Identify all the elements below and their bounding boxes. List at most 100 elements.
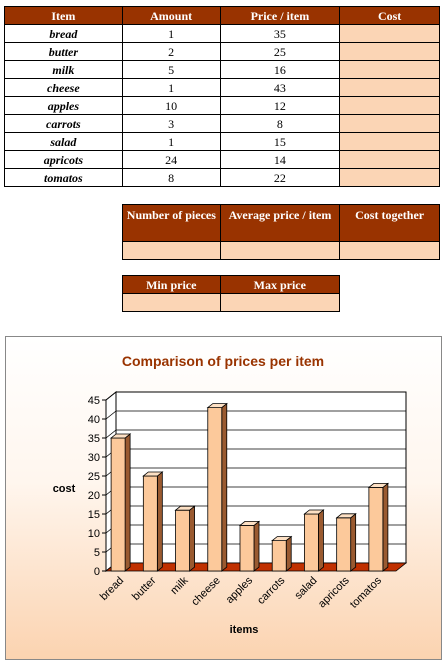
x-axis-title: items [230, 624, 259, 636]
bar-side-apples [253, 520, 260, 572]
price-cell[interactable]: 14 [219, 150, 341, 169]
price-table: Item Amount Price / item Cost bread 1 35 bu… [4, 6, 440, 187]
item-cell: bread [4, 24, 123, 43]
bar-side-butter [156, 471, 163, 572]
minmax-header: Min price Max price [122, 275, 341, 294]
amount-cell[interactable]: 2 [121, 42, 221, 61]
bar-carrots [271, 540, 287, 572]
cost-cell[interactable] [339, 132, 440, 151]
x-tick-label: butter [130, 574, 159, 603]
price-cell[interactable]: 15 [219, 132, 341, 151]
y-tick-label: 20 [88, 490, 100, 502]
bar-cheese [207, 407, 223, 572]
x-tick-label: milk [168, 574, 191, 597]
cost-cell[interactable] [339, 42, 440, 61]
cost-cell[interactable] [339, 114, 440, 133]
item-cell: apples [4, 96, 123, 115]
cost-cell[interactable] [339, 78, 440, 97]
bar-top-apples [238, 520, 261, 526]
price-cell[interactable]: 8 [219, 114, 341, 133]
price-cell[interactable]: 43 [219, 78, 341, 97]
amount-cell[interactable]: 1 [121, 132, 221, 151]
amount-cell[interactable]: 5 [121, 60, 221, 79]
x-tick-label: salad [292, 575, 319, 602]
y-tick-label: 40 [88, 414, 100, 426]
header-amount: Amount [121, 6, 221, 25]
bar-side-carrots [285, 535, 292, 572]
x-tick-label: carrots [255, 574, 288, 607]
item-cell: cheese [4, 78, 123, 97]
price-cell[interactable]: 16 [219, 60, 341, 79]
item-cell: milk [4, 60, 123, 79]
amount-cell[interactable]: 10 [121, 96, 221, 115]
item-cell: butter [4, 42, 123, 61]
table-row: apples 10 12 [4, 96, 440, 115]
bar-top-tomatos [367, 482, 390, 488]
y-tick-label: 25 [88, 471, 100, 483]
bar-top-apricots [335, 513, 357, 519]
cost-together-cell[interactable] [339, 241, 440, 260]
bar-apricots [336, 517, 352, 572]
cost-cell[interactable] [339, 96, 440, 115]
bar-tomatos [368, 486, 384, 572]
item-cell: carrots [4, 114, 123, 133]
max-price-cell[interactable] [219, 293, 341, 312]
bar-salad [304, 513, 319, 572]
cost-cell[interactable] [339, 60, 440, 79]
bar-top-bread [109, 433, 132, 439]
cost-cell[interactable] [339, 150, 440, 169]
summary-values-row [122, 241, 440, 260]
header-cost: Cost [339, 6, 440, 25]
bar-side-cheese [221, 402, 228, 572]
x-tick-label: apples [224, 574, 256, 606]
average-price-cell[interactable] [219, 241, 341, 260]
y-tick-label: 35 [88, 433, 100, 445]
price-cell[interactable]: 12 [219, 96, 341, 115]
bar-side-apricots [350, 512, 357, 572]
x-tick-label: cheese [189, 575, 223, 609]
summary-table: Number of pieces Average price / item Co… [122, 204, 440, 260]
item-cell: salad [4, 132, 123, 151]
amount-cell[interactable]: 24 [121, 150, 221, 169]
price-table-header: Item Amount Price / item Cost [4, 6, 440, 25]
price-cell[interactable]: 25 [219, 42, 341, 61]
y-tick-label: 45 [88, 395, 100, 407]
table-row: butter 2 25 [4, 42, 440, 61]
header-average-price: Average price / item [219, 204, 341, 242]
amount-cell[interactable]: 8 [121, 168, 221, 187]
table-row: tomatos 8 22 [4, 168, 440, 187]
y-tick-label: 0 [94, 566, 100, 578]
gridline [105, 391, 117, 401]
price-cell[interactable]: 35 [219, 24, 341, 43]
item-cell: tomatos [4, 168, 123, 187]
minmax-table: Min price Max price [122, 275, 341, 312]
table-row: carrots 3 8 [4, 114, 440, 133]
gridline [105, 429, 117, 439]
y-tick-label: 5 [94, 547, 100, 559]
bar-top-cheese [206, 403, 228, 408]
bar-side-tomatos [382, 482, 389, 572]
y-axis-title: cost [53, 483, 76, 495]
bar-apples [239, 524, 255, 572]
item-cell: apricots [4, 150, 123, 169]
min-price-cell[interactable] [122, 293, 221, 312]
y-tick-label: 15 [88, 509, 100, 521]
chart-svg: Comparison of prices per item 0 5 10 15 20 25 3… [53, 353, 408, 636]
x-tick-label: tomatos [348, 574, 385, 611]
table-row: salad 1 15 [4, 132, 440, 151]
amount-cell[interactable]: 1 [121, 24, 221, 43]
bar-top-milk [174, 505, 196, 511]
bar-milk [175, 509, 190, 572]
header-min-price: Min price [122, 275, 221, 294]
price-chart[interactable]: Comparison of prices per item 0 5 10 15 20 25 3… [5, 336, 442, 660]
bar-butter [142, 475, 158, 572]
cost-cell[interactable] [339, 168, 440, 187]
cost-cell[interactable] [339, 24, 440, 43]
y-tick-label: 30 [88, 452, 100, 464]
bar-top-carrots [271, 536, 293, 542]
price-cell[interactable]: 22 [219, 168, 341, 187]
number-of-pieces-cell[interactable] [122, 241, 221, 260]
amount-cell[interactable]: 1 [121, 78, 221, 97]
summary-header: Number of pieces Average price / item Co… [122, 204, 440, 242]
amount-cell[interactable]: 3 [121, 114, 221, 133]
